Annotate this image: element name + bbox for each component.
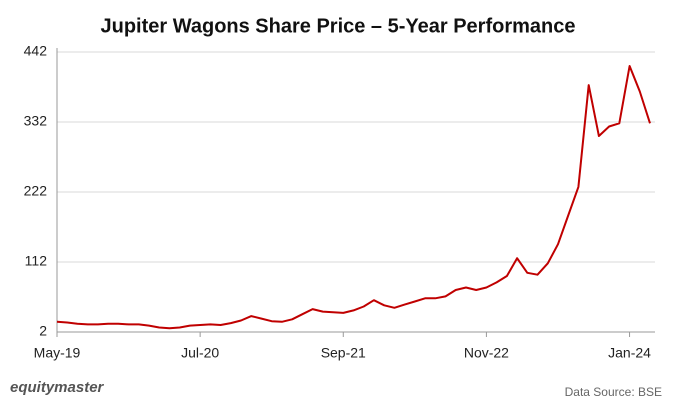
x-tick-label: May-19 [34, 345, 81, 361]
x-tick-label: Sep-21 [321, 345, 366, 361]
chart-title: Jupiter Wagons Share Price – 5-Year Perf… [100, 15, 575, 37]
y-tick-label: 2 [39, 323, 47, 339]
brand-logo: equitymaster [10, 379, 105, 396]
y-tick-label: 222 [24, 183, 48, 199]
x-tick-label: Jan-24 [608, 345, 651, 361]
price-line [56, 65, 651, 330]
source-note: Data Source: BSE [565, 385, 662, 399]
y-tick-label: 332 [24, 113, 48, 129]
y-tick-label: 112 [25, 253, 48, 269]
x-tick-label: Jul-20 [181, 345, 219, 361]
y-tick-label: 442 [24, 43, 48, 59]
x-tick-label: Nov-22 [464, 345, 509, 361]
